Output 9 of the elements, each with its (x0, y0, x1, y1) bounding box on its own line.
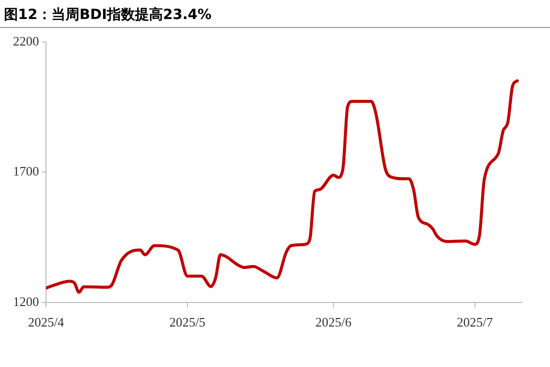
x-tick-label: 2025/7 (456, 314, 494, 330)
x-tick-label: 2025/4 (28, 314, 65, 330)
y-tick-label: 1200 (13, 294, 39, 309)
y-tick-label: 2200 (13, 33, 39, 48)
x-tick-label: 2025/6 (315, 314, 352, 330)
y-tick-label: 1700 (13, 164, 39, 179)
line-series (46, 79, 519, 294)
x-tick-label: 2025/5 (169, 314, 206, 330)
chart-title: 图12：当周BDI指数提高23.4% (0, 0, 550, 28)
